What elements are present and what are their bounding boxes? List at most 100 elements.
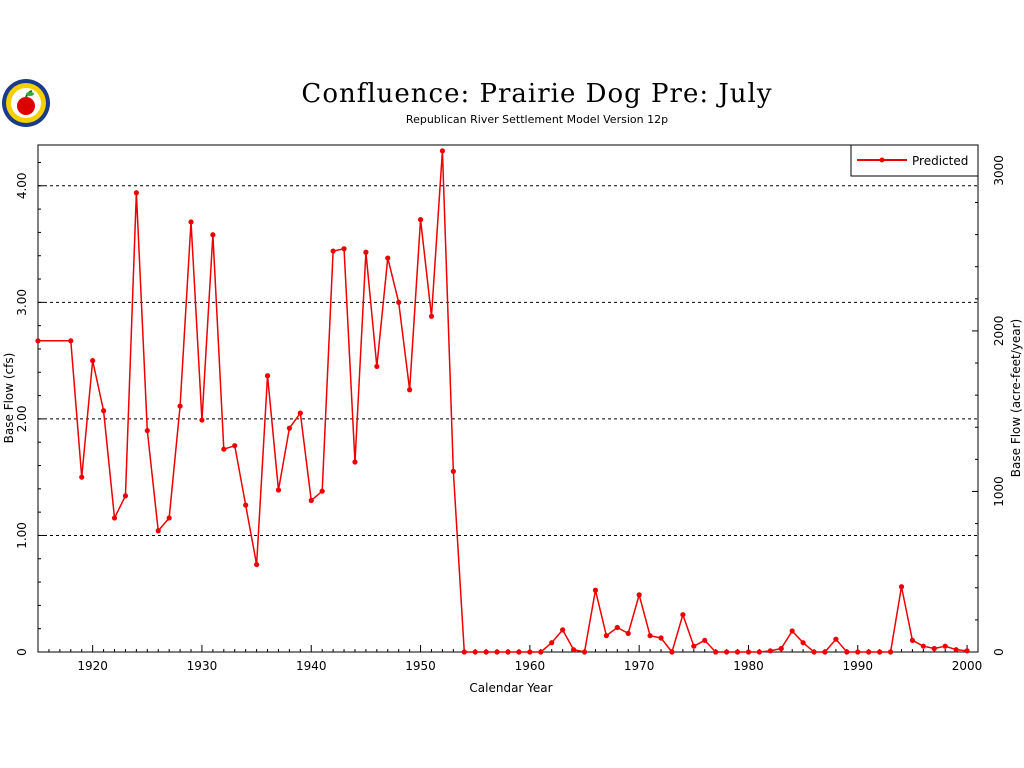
- data-point: [658, 635, 664, 641]
- y2-tick-label: 2000: [992, 316, 1006, 347]
- data-point: [352, 459, 358, 465]
- y-tick-label: 3.00: [15, 289, 29, 316]
- y2-axis-label: Base Flow (acre-feet/year): [1009, 319, 1023, 477]
- data-point: [407, 387, 413, 393]
- data-point: [363, 249, 369, 255]
- data-point: [461, 649, 467, 655]
- data-point: [319, 488, 325, 494]
- data-point: [428, 313, 435, 319]
- data-point: [188, 219, 194, 225]
- x-tick-label: 1960: [515, 659, 546, 673]
- data-point: [494, 649, 500, 655]
- data-point: [898, 584, 905, 590]
- data-point: [942, 643, 948, 649]
- y-tick-label: 4.00: [15, 172, 29, 199]
- data-point: [232, 443, 238, 449]
- data-point: [417, 216, 424, 223]
- x-tick-label: 1980: [733, 659, 764, 673]
- y-axis-label: Base Flow (cfs): [2, 353, 16, 444]
- series-predicted: [35, 148, 970, 655]
- data-point: [111, 515, 118, 521]
- legend-marker: [879, 157, 885, 163]
- y-tick-label: 0: [15, 648, 29, 656]
- data-point: [144, 427, 150, 434]
- data-point: [855, 649, 861, 655]
- data-point: [243, 502, 249, 508]
- data-point: [909, 637, 916, 643]
- data-point: [275, 487, 282, 493]
- data-point: [155, 528, 161, 534]
- data-point: [308, 497, 314, 504]
- data-point: [822, 649, 828, 655]
- data-point: [647, 633, 653, 639]
- legend-label: Predicted: [912, 154, 968, 168]
- data-point: [177, 403, 183, 409]
- data-point: [844, 649, 850, 655]
- data-point: [680, 612, 686, 618]
- data-point: [702, 637, 708, 643]
- data-point: [756, 649, 762, 655]
- data-point: [527, 649, 533, 655]
- chart-subtitle: Republican River Settlement Model Versio…: [406, 113, 668, 126]
- data-point: [789, 628, 795, 634]
- data-point: [724, 649, 730, 655]
- data-point: [549, 640, 555, 646]
- data-point: [35, 338, 41, 344]
- x-tick-label: 1940: [296, 659, 327, 673]
- data-point: [133, 190, 139, 196]
- data-point: [221, 446, 227, 452]
- data-point: [538, 649, 544, 655]
- data-point: [472, 649, 478, 655]
- data-point: [560, 627, 566, 633]
- series-line: [38, 150, 968, 653]
- data-point: [691, 643, 697, 649]
- data-point: [516, 649, 522, 655]
- data-point: [264, 373, 271, 379]
- data-point: [341, 246, 347, 252]
- data-point: [811, 649, 817, 655]
- data-point: [603, 633, 609, 639]
- data-point: [964, 648, 970, 654]
- data-point: [483, 649, 489, 655]
- data-point: [374, 363, 380, 370]
- data-point: [713, 649, 719, 655]
- data-point: [79, 474, 85, 480]
- x-tick-label: 1920: [77, 659, 108, 673]
- x-tick-label: 1970: [624, 659, 655, 673]
- data-point: [833, 636, 839, 642]
- data-point: [166, 515, 172, 521]
- x-tick-label: 1930: [187, 659, 218, 673]
- x-tick-label: 1990: [842, 659, 873, 673]
- data-point: [592, 587, 599, 593]
- grid-lines: [38, 185, 978, 536]
- data-point: [199, 417, 205, 423]
- y2-tick-label: 0: [992, 648, 1006, 656]
- data-point: [920, 643, 926, 649]
- data-point: [745, 649, 752, 655]
- data-point: [887, 649, 894, 655]
- data-point: [100, 408, 107, 414]
- data-point: [286, 425, 292, 431]
- data-point: [396, 299, 402, 305]
- legend: Predicted: [850, 144, 979, 177]
- logo-emblem: [2, 79, 50, 127]
- data-point: [450, 468, 456, 474]
- data-point: [800, 640, 806, 646]
- data-point: [953, 647, 959, 653]
- data-point: [330, 248, 336, 254]
- data-point: [254, 561, 260, 568]
- data-point: [625, 630, 631, 636]
- data-point: [385, 255, 391, 261]
- data-point: [866, 649, 872, 655]
- y-tick-label: 2.00: [15, 406, 29, 433]
- y2-tick-label: 3000: [992, 155, 1006, 186]
- data-point: [210, 232, 216, 238]
- data-point: [734, 649, 741, 655]
- data-point: [439, 148, 446, 154]
- data-point: [636, 592, 642, 598]
- data-point: [90, 358, 96, 364]
- data-point: [778, 645, 784, 652]
- y-tick-label: 1.00: [15, 522, 29, 549]
- data-point: [581, 649, 588, 655]
